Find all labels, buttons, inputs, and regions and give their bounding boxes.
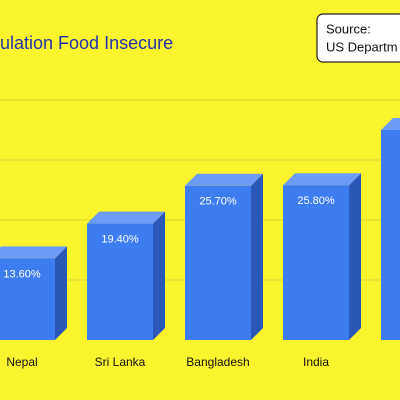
bar-side — [251, 173, 263, 340]
source-text: US Departm — [326, 39, 398, 54]
bar — [283, 185, 349, 340]
value-label: 25.80% — [297, 195, 335, 207]
source-text: Source: — [326, 21, 371, 36]
bar — [381, 130, 400, 340]
bar-top — [87, 211, 165, 224]
value-label: 25.70% — [199, 196, 237, 208]
value-label: 13.60% — [3, 268, 41, 280]
chart-title: ulation Food Insecure — [0, 33, 173, 53]
bar — [87, 223, 153, 340]
x-tick-label: Nepal — [6, 355, 37, 369]
bar-top — [283, 173, 361, 186]
bar-side — [153, 211, 165, 340]
x-tick-label: India — [303, 355, 329, 369]
bar-top — [0, 246, 67, 259]
source-box — [316, 13, 400, 63]
x-tick-label: Sri Lanka — [95, 355, 146, 369]
bar-top — [381, 118, 400, 130]
bar — [0, 258, 55, 340]
x-tick-label: Bangladesh — [186, 355, 249, 369]
bar-side — [349, 173, 361, 340]
bar — [185, 185, 251, 340]
value-label: 19.40% — [101, 234, 139, 246]
bar-side — [55, 246, 67, 340]
bar-top — [185, 173, 263, 186]
